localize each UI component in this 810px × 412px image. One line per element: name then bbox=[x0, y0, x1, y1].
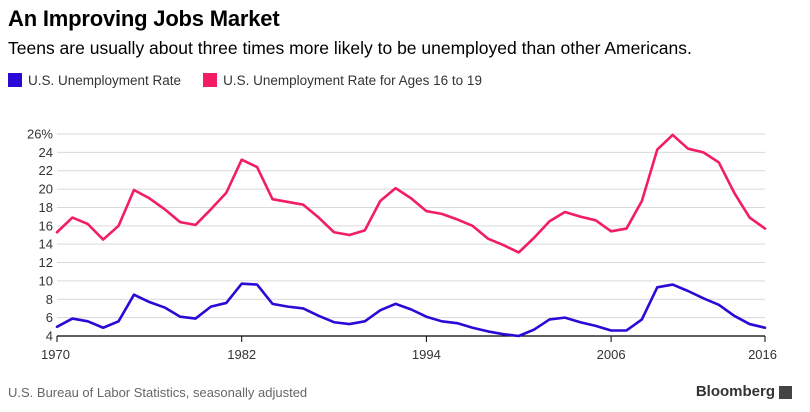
y-tick-label: 8 bbox=[46, 292, 53, 307]
legend-swatch-teen bbox=[203, 73, 218, 87]
y-tick-label: 24 bbox=[39, 145, 53, 160]
brand-name: Bloomberg bbox=[695, 383, 775, 400]
series-lines bbox=[55, 133, 767, 338]
y-tick-label: 22 bbox=[39, 163, 53, 178]
y-tick-label: 20 bbox=[39, 182, 53, 197]
brand-logo: Bloomberg bbox=[696, 383, 792, 400]
x-axis-ticks: 1970 1982 1994 2006 2016 bbox=[41, 336, 777, 362]
y-axis-ticks: 4 6 8 10 12 14 16 18 20 22 24 26% bbox=[27, 127, 53, 344]
legend-item-teen: U.S. Unemployment Rate for Ages 16 to 19 bbox=[203, 73, 482, 88]
legend-item-overall: U.S. Unemployment Rate bbox=[8, 73, 181, 88]
y-tick-label: 26% bbox=[27, 127, 53, 142]
x-tick-label: 2006 bbox=[597, 347, 626, 362]
legend-label-teen: U.S. Unemployment Rate for Ages 16 to 19 bbox=[223, 72, 482, 88]
y-tick-label: 10 bbox=[39, 273, 53, 288]
x-tick-label: 2016 bbox=[748, 347, 777, 362]
y-tick-label: 14 bbox=[39, 237, 53, 252]
x-tick-label: 1970 bbox=[41, 347, 70, 362]
legend-swatch-overall bbox=[8, 73, 22, 87]
y-tick-label: 12 bbox=[39, 255, 53, 270]
chart-subtitle: Teens are usually about three times more… bbox=[8, 38, 692, 58]
legend: U.S. Unemployment Rate U.S. Unemployment… bbox=[8, 71, 504, 89]
legend-label-overall: U.S. Unemployment Rate bbox=[28, 72, 182, 88]
x-tick-label: 1982 bbox=[227, 347, 256, 362]
y-tick-label: 18 bbox=[39, 200, 53, 215]
x-tick-label: 1994 bbox=[412, 347, 441, 362]
chart-title: An Improving Jobs Market bbox=[8, 6, 280, 31]
bloomberg-mark-icon bbox=[779, 386, 792, 399]
line-chart: 4 6 8 10 12 14 16 18 20 22 24 26% 1970 1982 1994 2006 2… bbox=[27, 127, 777, 363]
gridlines bbox=[57, 133, 765, 337]
y-tick-label: 16 bbox=[39, 218, 53, 233]
y-tick-label: 4 bbox=[46, 329, 53, 344]
source-note: U.S. Bureau of Labor Statistics, seasona… bbox=[8, 385, 308, 400]
series-line-overall bbox=[55, 282, 767, 338]
series-line-teen bbox=[55, 133, 767, 254]
y-tick-label: 6 bbox=[46, 310, 53, 325]
